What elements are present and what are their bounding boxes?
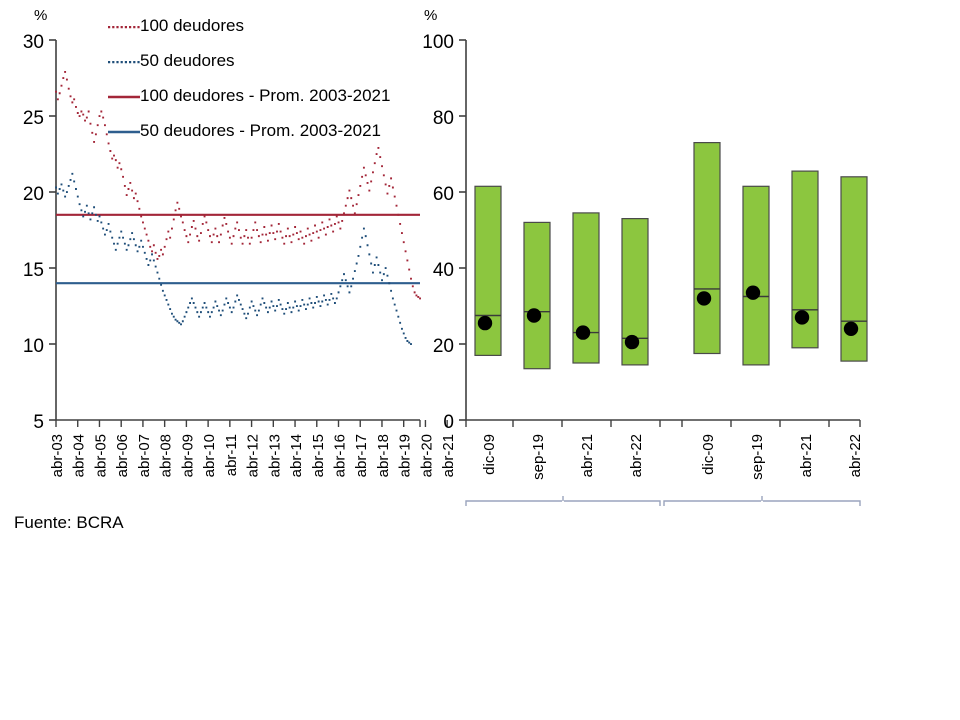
weighted-mean-dot: [843, 321, 859, 336]
range-bar-5: [693, 142, 721, 355]
range-bar-1: [474, 185, 502, 357]
left-series-2: [55, 172, 412, 345]
range-bar-8: [840, 176, 868, 362]
legend-marker-dotted-2: [108, 61, 140, 64]
range-bar-7: [791, 170, 819, 349]
quartile-range-bar: [474, 185, 502, 357]
left-y-tick-label: 5: [33, 412, 44, 433]
legend-label-4: 50 deudores - Prom. 2003-2021: [140, 121, 381, 140]
right-y-tick-label: 20: [433, 336, 454, 357]
left-x-tick-label: abr-11: [223, 434, 240, 476]
legend-label-2: 50 deudores: [140, 51, 235, 70]
right-x-tick-label: sep-19: [749, 434, 766, 480]
group-bracket-50: [465, 496, 661, 506]
left-x-tick-label: abr-06: [114, 434, 131, 477]
left-series-marker: [55, 71, 421, 300]
weighted-mean-dot: [624, 334, 640, 350]
left-unit-label: %: [34, 7, 47, 24]
left-x-tick-label: abr-13: [266, 434, 283, 477]
right-y-tick-label: 60: [433, 184, 454, 205]
right-x-tick-label: abr-22: [628, 434, 645, 477]
left-x-tick-label: abr-17: [353, 434, 370, 477]
right-x-tick-label: sep-19: [530, 434, 547, 480]
legend-label-1: 100 deudores: [140, 16, 244, 35]
right-x-tick-label: abr-22: [847, 434, 864, 477]
left-x-tick-label: abr-04: [71, 434, 88, 477]
left-x-tick-label: abr-14: [288, 434, 305, 477]
weighted-mean-dot: [794, 310, 810, 325]
right-x-tick-label: abr-21: [579, 434, 596, 477]
right-y-tick-label: 40: [433, 260, 454, 281]
range-bar-2: [523, 221, 551, 370]
right-unit-label: %: [424, 7, 437, 24]
left-x-tick-label: abr-07: [136, 434, 153, 477]
weighted-mean-dot: [696, 291, 712, 306]
left-x-tick-label: abr-10: [201, 434, 218, 477]
left-x-tick-label: abr-18: [375, 434, 392, 477]
source-note: Fuente: BCRA: [14, 513, 124, 532]
right-x-tick-label: abr-21: [798, 434, 815, 477]
left-y-tick-label: 20: [23, 184, 44, 205]
range-bar-4: [621, 218, 649, 366]
left-x-tick-label: abr-05: [92, 434, 109, 477]
left-x-tick-label: abr-12: [245, 434, 262, 477]
left-x-tick-label: abr-20: [418, 434, 435, 477]
right-x-tick-label: dic-09: [700, 434, 717, 475]
quartile-range-bar: [742, 185, 770, 366]
left-series-1: [55, 71, 421, 300]
right-y-tick-label: 80: [433, 108, 454, 129]
group-bracket-100: [663, 496, 861, 506]
quartile-range-bar: [523, 221, 551, 370]
left-x-tick-label: abr-15: [310, 434, 327, 477]
left-y-tick-label: 10: [23, 336, 44, 357]
legend-marker-dotted-1: [108, 26, 140, 29]
legend-label-3: 100 deudores - Prom. 2003-2021: [140, 86, 390, 105]
range-bar-3: [572, 212, 600, 364]
right-x-tick-label: dic-09: [481, 434, 498, 475]
weighted-mean-dot: [526, 308, 542, 323]
left-x-tick-label: abr-21: [440, 434, 457, 477]
left-y-tick-label: 30: [23, 32, 44, 53]
left-series-marker: [55, 172, 412, 345]
weighted-mean-dot: [745, 285, 761, 300]
left-y-tick-label: 15: [23, 260, 44, 281]
left-x-tick-label: abr-03: [49, 434, 66, 477]
left-x-tick-label: abr-16: [332, 434, 349, 477]
weighted-mean-dot: [575, 325, 591, 340]
quartile-range-bar: [693, 142, 721, 355]
weighted-mean-dot: [477, 315, 493, 331]
left-x-tick-label: abr-19: [397, 434, 414, 477]
left-x-tick-label: abr-09: [179, 434, 196, 477]
left-y-tick-label: 25: [23, 108, 44, 129]
right-y-tick-label: 0: [443, 412, 454, 433]
range-bar-6: [742, 185, 770, 366]
left-x-tick-label: abr-08: [158, 434, 175, 477]
quartile-range-bar: [572, 212, 600, 364]
right-y-tick-label: 100: [422, 32, 454, 53]
